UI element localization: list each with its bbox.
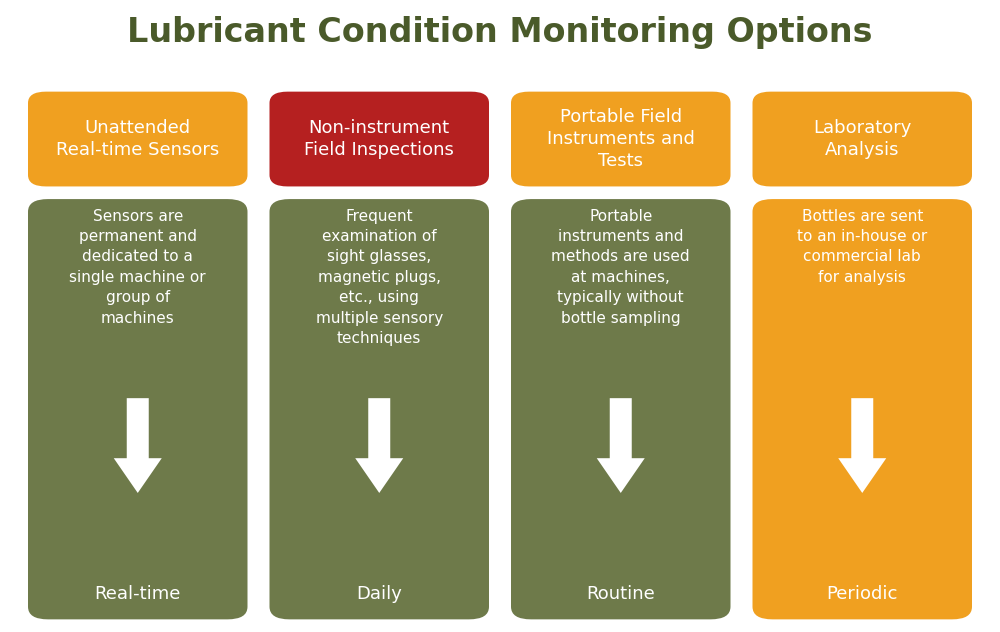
FancyBboxPatch shape xyxy=(28,199,247,619)
Text: Unattended
Real-time Sensors: Unattended Real-time Sensors xyxy=(56,119,219,159)
FancyBboxPatch shape xyxy=(511,199,730,619)
Text: Non-instrument
Field Inspections: Non-instrument Field Inspections xyxy=(304,119,454,159)
Text: Periodic: Periodic xyxy=(827,585,898,603)
Polygon shape xyxy=(838,398,886,493)
Text: Portable Field
Instruments and
Tests: Portable Field Instruments and Tests xyxy=(547,108,695,170)
FancyBboxPatch shape xyxy=(269,199,489,619)
Text: Real-time: Real-time xyxy=(95,585,181,603)
Text: Sensors are
permanent and
dedicated to a
single machine or
group of
machines: Sensors are permanent and dedicated to a… xyxy=(69,209,206,325)
Text: Portable
instruments and
methods are used
at machines,
typically without
bottle : Portable instruments and methods are use… xyxy=(551,209,690,325)
FancyBboxPatch shape xyxy=(28,92,247,186)
Text: Daily: Daily xyxy=(356,585,402,603)
Text: Frequent
examination of
sight glasses,
magnetic plugs,
etc., using
multiple sens: Frequent examination of sight glasses, m… xyxy=(316,209,443,346)
Text: Bottles are sent
to an in-house or
commercial lab
for analysis: Bottles are sent to an in-house or comme… xyxy=(797,209,927,285)
FancyBboxPatch shape xyxy=(753,199,972,619)
FancyBboxPatch shape xyxy=(269,92,489,186)
Text: Laboratory
Analysis: Laboratory Analysis xyxy=(813,119,911,159)
Text: Routine: Routine xyxy=(586,585,655,603)
Polygon shape xyxy=(597,398,645,493)
FancyBboxPatch shape xyxy=(753,92,972,186)
Polygon shape xyxy=(114,398,162,493)
Text: Lubricant Condition Monitoring Options: Lubricant Condition Monitoring Options xyxy=(127,16,873,49)
FancyBboxPatch shape xyxy=(511,92,730,186)
Polygon shape xyxy=(355,398,403,493)
